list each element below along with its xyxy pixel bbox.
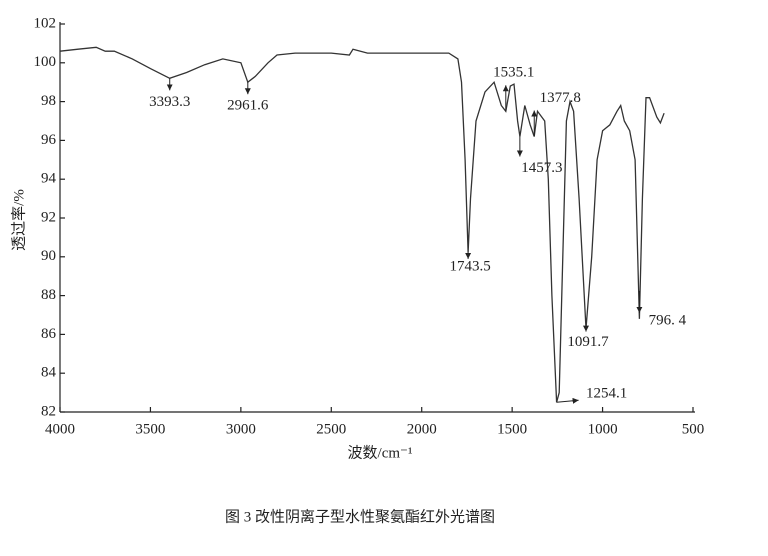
annotation-arrow [556,397,579,404]
y-tick-label: 100 [34,54,57,70]
annotation-label: 1254.1 [586,386,627,402]
annotation-label: 3393.3 [149,94,190,110]
y-tick-label: 98 [41,93,56,109]
spectrum-line [59,46,665,403]
annotation-label: 796. 4 [649,312,687,328]
x-tick-label: 2000 [407,421,437,437]
annotation-label: 1377.8 [540,90,581,106]
x-tick-label: 3000 [226,421,256,437]
y-tick-label: 82 [41,403,56,419]
annotation-label: 1091.7 [567,334,609,350]
annotation-label: 1535.1 [493,65,534,81]
annotation-label: 1743.5 [449,258,490,274]
x-axis-label: 波数/cm⁻¹ [348,444,413,461]
annotation-label: 2961.6 [227,98,269,114]
y-tick-label: 84 [41,365,57,381]
x-tick-label: 500 [682,421,705,437]
x-tick-label: 1000 [588,421,618,437]
caption: 图 3 改性阴离子型水性聚氨酯红外光谱图 [225,508,495,525]
y-tick-label: 94 [41,171,57,187]
x-tick-label: 4000 [45,421,75,437]
x-tick-label: 2500 [316,421,346,437]
x-tick-label: 1500 [497,421,527,437]
y-tick-label: 96 [41,132,57,148]
y-tick-label: 92 [41,209,56,225]
x-tick-label: 3500 [135,421,165,437]
annotation-label: 1457.3 [521,160,562,176]
y-tick-label: 90 [41,248,56,264]
y-tick-label: 88 [41,287,56,303]
y-tick-label: 86 [41,326,57,342]
y-axis-label: 透过率/% [10,189,27,251]
y-tick-label: 102 [34,15,57,31]
